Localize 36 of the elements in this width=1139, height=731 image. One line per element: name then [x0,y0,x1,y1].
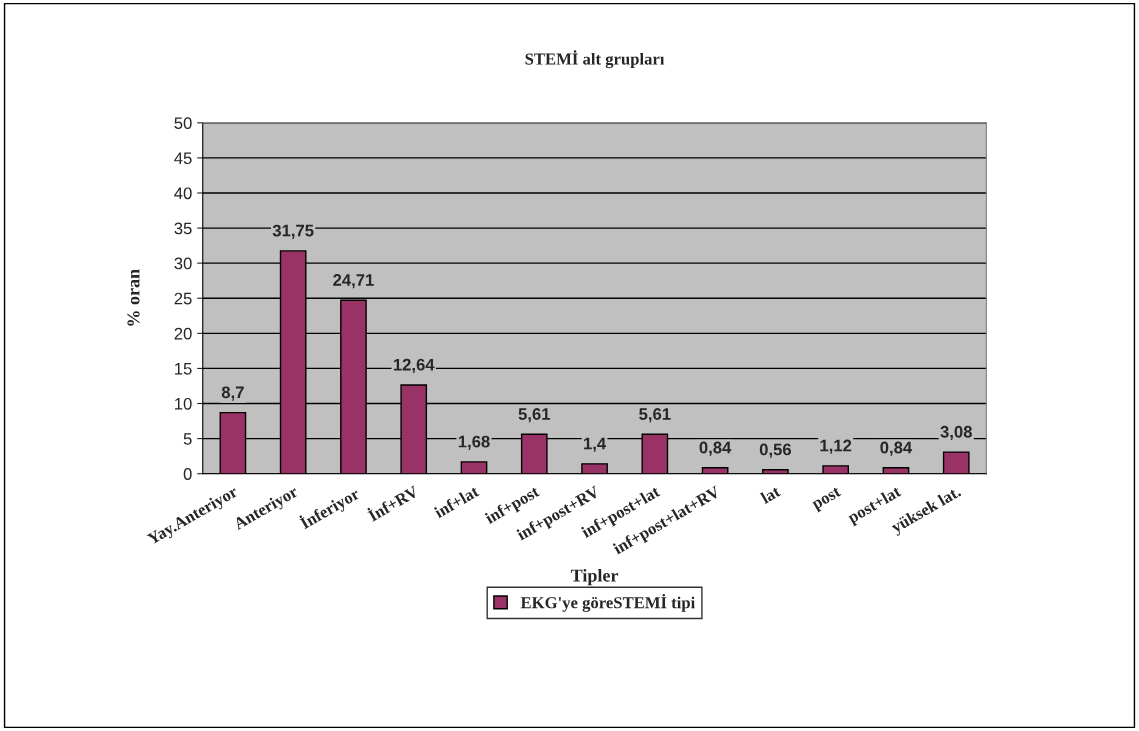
y-tick-label: 30 [174,257,192,270]
text: 3,08 [940,425,972,441]
text: 0,84 [699,441,732,456]
text: 0,56 [759,443,792,458]
text: 12,64 [393,358,435,373]
text: 1,4 [584,437,607,452]
text: 0,84 [880,441,913,456]
bar [701,467,729,474]
bar [822,465,850,474]
bar [581,463,608,474]
text: 24,71 [333,274,374,289]
y-tick-label: 45 [174,152,192,165]
y-axis-title: % oran [127,269,140,326]
y-tick-label: 50 [174,117,192,130]
y-tick-label: 20 [174,327,192,340]
bar [882,467,910,474]
y-tick-label: 35 [174,222,192,235]
text: 5,61 [639,408,671,423]
y-tick-label: 15 [175,363,192,375]
y-tick-label: 5 [183,433,192,445]
x-tick-label: lat [759,484,782,505]
text: 1,12 [820,439,852,454]
bar [942,451,970,474]
text: 8,7 [221,386,244,401]
y-tick-label: 10 [175,397,192,410]
y-tick-label: 25 [174,292,192,305]
bar [460,461,488,474]
y-tick-label: 40 [174,187,192,200]
legend-label: EKG'ye göreSTEMİ tipi [520,593,695,612]
chart-title: STEMİ alt grupları [525,50,665,69]
x-axis-title: Tipler [570,568,619,586]
y-tick-label: 0 [183,468,192,480]
text: 5,61 [518,408,551,423]
text: 31,75 [272,224,314,239]
x-tick-label: post [811,486,844,513]
text: 1,68 [458,435,490,450]
